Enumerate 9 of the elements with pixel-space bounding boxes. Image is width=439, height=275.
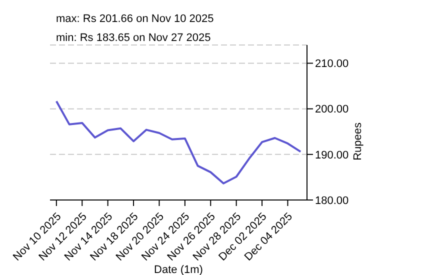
y-tick-label: 190.00 — [315, 149, 349, 162]
y-tick-label: 200.00 — [315, 104, 349, 116]
y-tick-label: 210.00 — [315, 58, 349, 70]
text: min: Rs 183.65 on Nov 27 2025 — [56, 31, 212, 46]
line-series — [55, 100, 302, 184]
text: max: Rs 201.66 on Nov 10 2025 — [56, 12, 214, 27]
y-axis-title: Rupees — [352, 122, 364, 160]
x-axis-title: Date (1m) — [154, 264, 203, 275]
y-tick-label: 180.00 — [315, 194, 349, 207]
